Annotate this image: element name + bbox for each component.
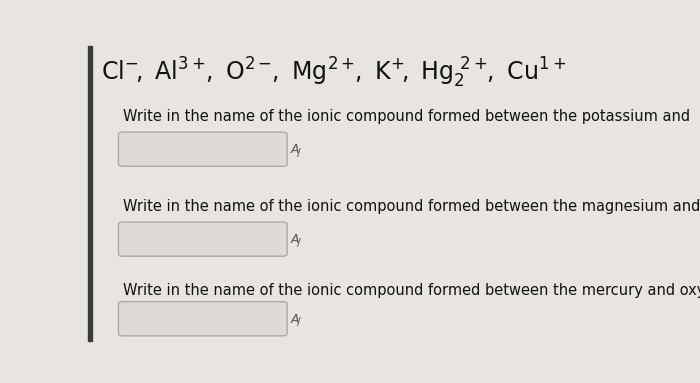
Text: $\rm Cl^{-}\!,\ Al^{3+}\!,\ O^{2-}\!,\ Mg^{2+}\!,\ K^{+}\!,\ Hg_2^{\ 2+}\!,\ Cu^: $\rm Cl^{-}\!,\ Al^{3+}\!,\ O^{2-}\!,\ M…: [101, 56, 566, 90]
Text: /: /: [298, 148, 301, 158]
Text: Write in the name of the ionic compound formed between the potassium and
chlorin: Write in the name of the ionic compound …: [122, 110, 690, 147]
Text: /: /: [298, 238, 301, 248]
FancyBboxPatch shape: [118, 222, 287, 256]
Bar: [88, 46, 92, 341]
FancyBboxPatch shape: [118, 302, 287, 336]
Text: /: /: [298, 317, 301, 327]
Text: A: A: [291, 143, 300, 156]
Text: Write in the name of the ionic compound formed between the magnesium and the
oxy: Write in the name of the ionic compound …: [122, 199, 700, 237]
Text: Write in the name of the ionic compound formed between the mercury and oxygen: Write in the name of the ionic compound …: [122, 283, 700, 298]
Text: A: A: [291, 313, 300, 326]
Text: A: A: [291, 233, 300, 246]
FancyBboxPatch shape: [118, 132, 287, 166]
